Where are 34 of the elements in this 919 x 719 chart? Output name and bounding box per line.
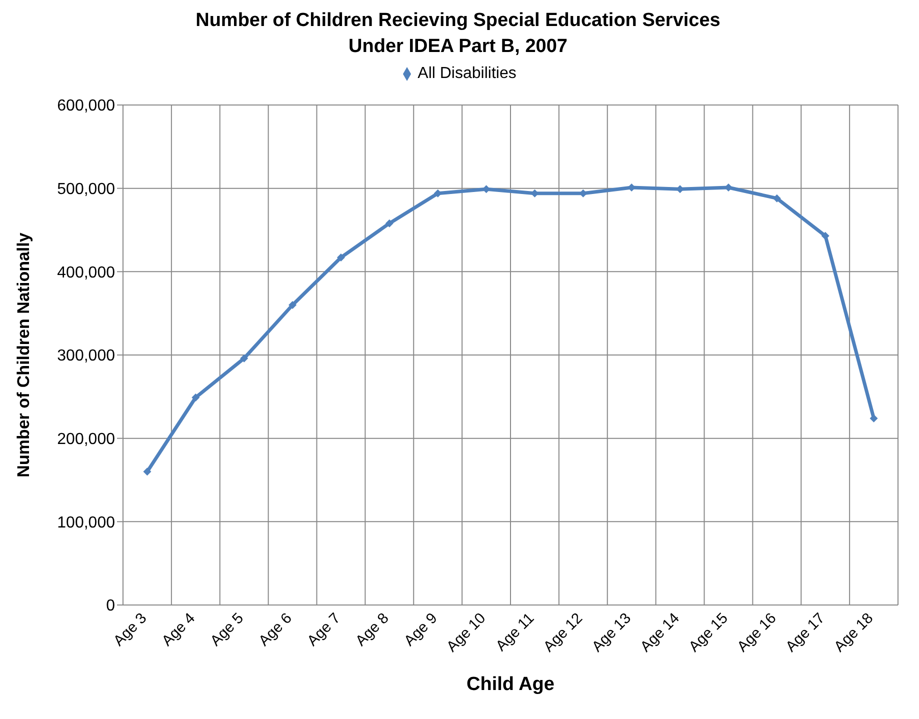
x-tick-label: Age 5 <box>207 610 247 650</box>
x-tick-label: Age 14 <box>637 610 683 656</box>
point <box>240 354 248 362</box>
x-axis-title: Child Age <box>466 674 554 695</box>
x-tick-label: Age 8 <box>352 610 392 650</box>
x-tick-label: Age 18 <box>830 610 877 656</box>
point <box>821 232 830 240</box>
x-tick-label: Age 11 <box>492 610 538 655</box>
point <box>336 254 345 262</box>
x-tick-label: Age 16 <box>734 610 780 656</box>
y-tick-label: 300,000 <box>57 348 116 365</box>
point <box>288 301 297 309</box>
x-tick-label: Age 7 <box>304 610 344 650</box>
legend-label: All Disabilities <box>418 65 516 82</box>
point <box>385 219 394 228</box>
point <box>772 194 781 202</box>
y-tick-label: 200,000 <box>57 431 116 448</box>
x-tick-label: Age 4 <box>158 610 198 650</box>
x-tick-label: Age 9 <box>400 610 441 650</box>
x-tick-label: Age 10 <box>443 610 490 656</box>
x-tick-label: Age 6 <box>256 610 296 650</box>
point <box>192 394 200 402</box>
point <box>143 468 152 476</box>
y-tick-label: 100,000 <box>57 514 116 532</box>
y-axis-title: Number of Children Nationally <box>14 232 34 478</box>
point <box>870 414 878 422</box>
x-tick-label: Age 13 <box>588 610 634 656</box>
x-tick-label: Age 17 <box>782 610 828 656</box>
x-tick-label: Age 15 <box>686 610 732 656</box>
y-tick-label: 500,000 <box>57 181 116 198</box>
x-tick-label: Age 12 <box>540 610 586 656</box>
y-tick-label: 400,000 <box>57 264 116 282</box>
y-tick-label: 600,000 <box>57 98 116 115</box>
chart-title: Number of Children Recieving Special Education Services Under IDEA Part B, 2007 <box>194 9 722 59</box>
